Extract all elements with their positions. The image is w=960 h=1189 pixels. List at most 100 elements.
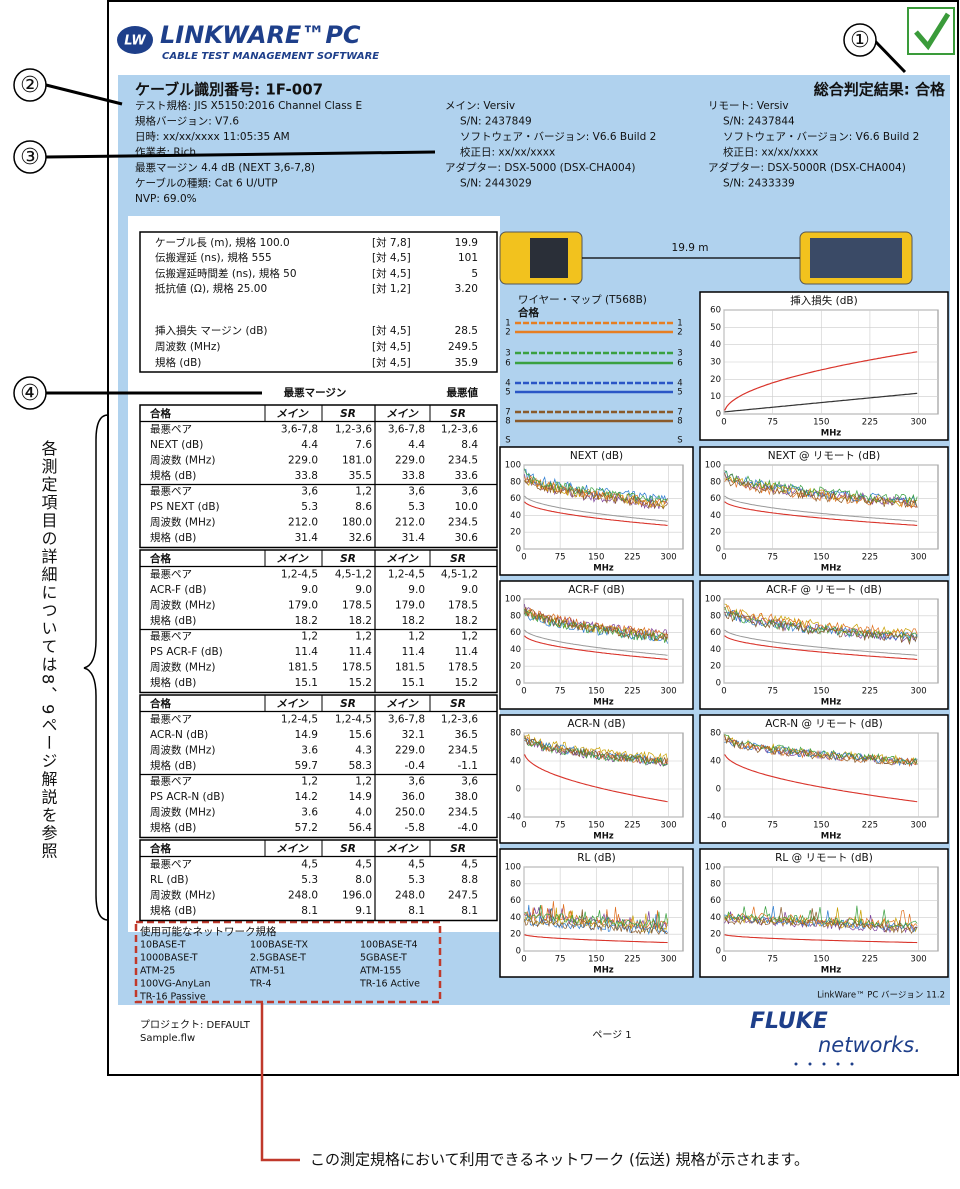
table-value: 234.5 [448, 455, 478, 467]
row-label: NEXT (dB) [150, 439, 203, 451]
table-value: 196.0 [342, 890, 372, 902]
x-tick-label: 225 [862, 955, 878, 965]
brand-dot [822, 1062, 826, 1066]
trace [724, 754, 918, 803]
y-tick-label: 20 [510, 930, 521, 940]
trace [724, 495, 918, 522]
pin-right: 2 [677, 328, 682, 338]
graph-box [699, 446, 949, 576]
x-tick-label: 300 [660, 687, 676, 697]
row-label: 最悪ペア [150, 424, 192, 436]
pin-left: S [505, 436, 510, 446]
y-tick-label: 100 [705, 863, 721, 873]
x-tick-label: 300 [660, 955, 676, 965]
y-tick-label: 20 [510, 662, 521, 672]
device-line: アダプター: DSX-5000R (DSX-CHA004) [708, 161, 906, 174]
y-tick-label: 80 [710, 477, 721, 487]
x-tick-label: 300 [910, 687, 926, 697]
result-table [139, 549, 498, 694]
trace [724, 606, 918, 643]
tester-face [810, 238, 902, 278]
summary-cell: [対 4,5] [372, 356, 411, 369]
caption: この測定規格において利用できるネットワーク (伝送) 規格が示されます。 [310, 1151, 809, 1169]
y-tick-label: 0 [516, 679, 521, 689]
fluke-bottom: networks. [818, 1033, 921, 1057]
summary-cell: 規格 (dB) [155, 356, 201, 369]
row-label: 最悪ペア [150, 569, 192, 581]
table-value: 4,5 [355, 859, 372, 871]
callout-line [45, 83, 123, 106]
callout-circle [13, 376, 47, 410]
x-tick-label: 150 [588, 687, 604, 697]
table-value: 1,2-4,5 [281, 569, 318, 581]
row-label: 周波数 (MHz) [150, 599, 216, 612]
row-label: ACR-F (dB) [150, 584, 206, 596]
table-value: 59.7 [295, 760, 318, 772]
graph-title: ACR-N @ リモート (dB) [765, 718, 882, 730]
y-tick-label: 100 [505, 461, 521, 471]
pin-right: 4 [677, 379, 682, 389]
x-tick-label: 225 [862, 687, 878, 697]
x-tick-label: 0 [721, 955, 726, 965]
x-tick-label: 150 [813, 553, 829, 563]
table-value: 247.5 [448, 890, 478, 902]
row-label: 最悪ペア [150, 631, 192, 643]
overall-result: 総合判定結果: 合格 [814, 81, 946, 99]
graph-box [699, 848, 949, 978]
y-tick-label: 40 [710, 913, 721, 923]
header-line: 規格バージョン: V7.6 [135, 115, 239, 128]
y-tick-label: -40 [507, 813, 521, 823]
summary-cell: 5 [471, 268, 478, 280]
column-header: メイン [276, 843, 309, 855]
x-tick-label: 225 [624, 553, 640, 563]
x-tick-label: 75 [555, 821, 566, 831]
y-tick-label: 10 [710, 392, 721, 402]
trace [524, 754, 668, 803]
y-tick-label: 60 [710, 628, 721, 638]
column-header: SR [340, 408, 356, 420]
table-value: 8.1 [408, 905, 425, 917]
graph-title: ACR-F (dB) [568, 584, 624, 596]
x-tick-label: 75 [767, 418, 778, 428]
table-value: 1,2 [355, 631, 372, 643]
row-label: 周波数 (MHz) [150, 744, 216, 757]
x-tick-label: 75 [767, 687, 778, 697]
network-box [134, 920, 442, 1004]
trace [524, 495, 668, 522]
table-value: 8.0 [355, 874, 372, 886]
row-label: 規格 (dB) [150, 904, 196, 917]
logo-brand: LINKWARE™PC [160, 21, 361, 49]
table-value: 14.2 [295, 791, 318, 803]
graph-title: RL (dB) [577, 852, 616, 864]
table-value: 32.1 [402, 729, 425, 741]
trace [524, 629, 668, 656]
row-label: 周波数 (MHz) [150, 516, 216, 529]
table-value: 5.3 [408, 501, 425, 513]
x-tick-label: 150 [588, 955, 604, 965]
header-line: 最悪マージン 4.4 dB (NEXT 3,6-7,8) [135, 162, 315, 174]
x-axis-label: MHz [821, 832, 842, 842]
table-value: 15.2 [349, 677, 372, 689]
network-item: TR-4 [249, 979, 272, 990]
table-value: 33.8 [402, 470, 425, 482]
column-header: SR [450, 698, 466, 710]
header-line: テスト規格: JIS X5150:2016 Channel Class E [135, 99, 362, 112]
caption-line [260, 1003, 300, 1162]
table-value: 180.0 [342, 517, 372, 529]
column-header: SR [340, 843, 356, 855]
table-value: -1.1 [458, 760, 479, 772]
row-label: 規格 (dB) [150, 531, 196, 544]
trace [724, 934, 918, 944]
table-value: 18.2 [349, 615, 372, 627]
y-tick-label: 20 [710, 662, 721, 672]
table-value: 5.3 [408, 874, 425, 886]
cable-length: 19.9 m [672, 242, 709, 254]
x-tick-label: 0 [721, 553, 726, 563]
table-value: -0.4 [405, 760, 426, 772]
graph-title: ACR-N (dB) [567, 718, 625, 730]
trace [724, 740, 918, 767]
table-value: 1,2 [301, 776, 318, 788]
device-line: S/N: 2437844 [723, 116, 795, 128]
y-tick-label: 100 [705, 461, 721, 471]
